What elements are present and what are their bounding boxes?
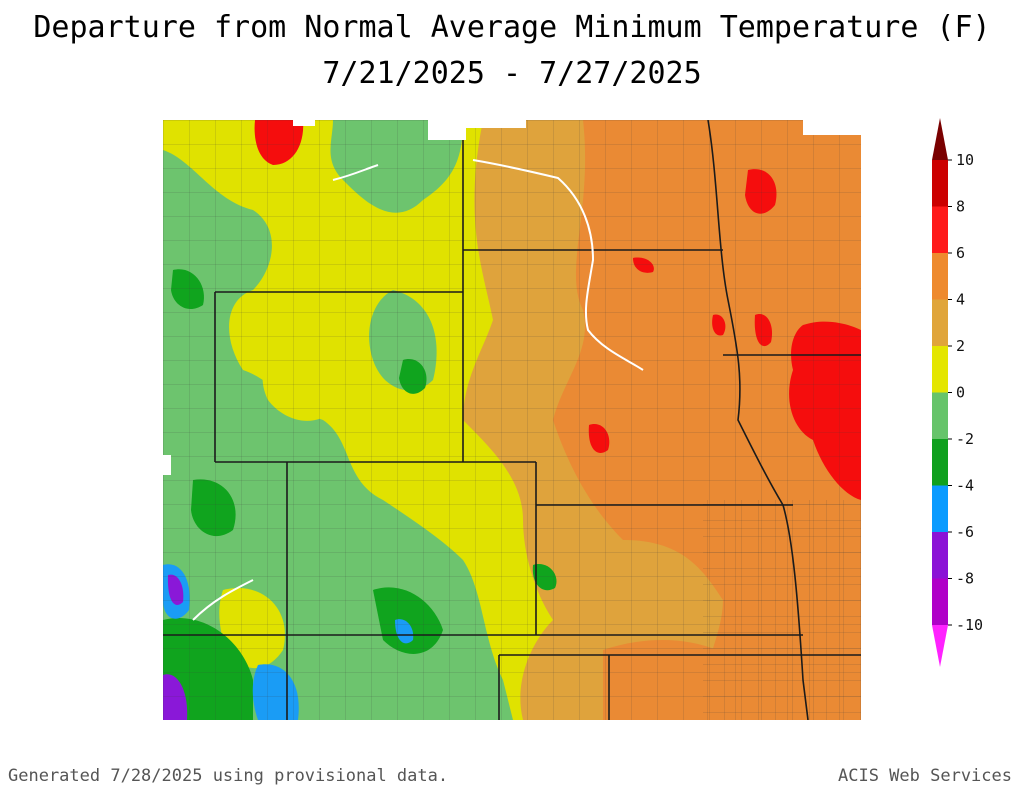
missouri-river xyxy=(332,164,379,181)
legend-label: 8 xyxy=(956,198,965,216)
border-river-mo xyxy=(707,120,809,720)
county-grid-east xyxy=(703,500,861,720)
legend-swatch xyxy=(932,578,948,625)
legend-label: 2 xyxy=(956,337,965,355)
legend-swatch xyxy=(932,532,948,579)
legend-label: 6 xyxy=(956,244,965,262)
legend-swatch xyxy=(932,206,948,253)
generated-note: Generated 7/28/2025 using provisional da… xyxy=(8,766,449,786)
map-title: Departure from Normal Average Minimum Te… xyxy=(33,10,991,45)
provider-credit: ACIS Web Services xyxy=(838,766,1012,786)
legend-bottom-arrow xyxy=(932,625,948,667)
legend-label: -4 xyxy=(956,477,974,495)
legend-swatch xyxy=(932,485,948,532)
legend-swatch xyxy=(932,346,948,393)
missouri-river-sd xyxy=(472,159,644,371)
legend-swatch xyxy=(932,392,948,439)
legend-label: -6 xyxy=(956,523,974,541)
legend-swatch xyxy=(932,253,948,300)
temperature-departure-map xyxy=(163,120,861,720)
color-legend: 10 8 6 4 2 0 -2 -4 -6 -8 -10 xyxy=(932,118,983,667)
legend-label: 0 xyxy=(956,384,965,402)
legend-swatch xyxy=(932,439,948,486)
legend-swatch xyxy=(932,299,948,346)
map-subtitle: 7/21/2025 - 7/27/2025 xyxy=(322,56,702,91)
no-data-top-2 xyxy=(428,120,466,140)
no-data-top-3 xyxy=(466,120,526,128)
legend-label: 10 xyxy=(956,151,974,169)
no-data-top-1 xyxy=(293,120,315,126)
no-data-left xyxy=(163,455,171,475)
legend-swatch xyxy=(932,160,948,207)
legend-label: -2 xyxy=(956,430,974,448)
platte-river-trace xyxy=(192,579,254,621)
water-features xyxy=(192,159,644,621)
legend-label: 4 xyxy=(956,291,965,309)
legend-label: -8 xyxy=(956,570,974,588)
state-boundaries xyxy=(163,120,861,720)
legend-top-arrow xyxy=(932,118,948,160)
no-data-top-4 xyxy=(803,120,861,135)
legend-label: -10 xyxy=(956,616,983,634)
